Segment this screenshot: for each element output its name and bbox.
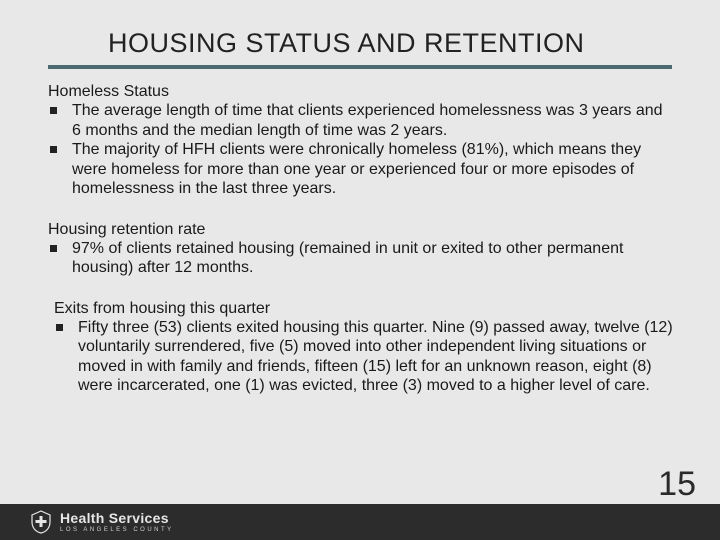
bullet-list: Fifty three (53) clients exited housing … <box>52 318 674 396</box>
page-number: 15 <box>658 465 696 504</box>
health-services-seal-icon <box>30 510 52 534</box>
footer-logo: Health Services LOS ANGELES COUNTY <box>30 510 174 534</box>
bullet-list: The average length of time that clients … <box>46 101 674 199</box>
section-heading: Homeless Status <box>46 83 674 101</box>
bullet-item: 97% of clients retained housing (remaine… <box>48 239 674 278</box>
footer-logo-text: Health Services LOS ANGELES COUNTY <box>60 511 174 533</box>
section-homeless-status: Homeless Status The average length of ti… <box>46 83 674 199</box>
section-heading: Housing retention rate <box>46 221 674 239</box>
slide-title: HOUSING STATUS AND RETENTION <box>46 28 674 65</box>
section-exits: Exits from housing this quarter Fifty th… <box>46 300 674 396</box>
section-retention-rate: Housing retention rate 97% of clients re… <box>46 221 674 278</box>
bullet-list: 97% of clients retained housing (remaine… <box>46 239 674 278</box>
logo-sub-text: LOS ANGELES COUNTY <box>60 527 174 533</box>
logo-main-text: Health Services <box>60 511 174 525</box>
bullet-item: The average length of time that clients … <box>48 101 674 140</box>
footer-bar: Health Services LOS ANGELES COUNTY <box>0 504 720 540</box>
section-heading: Exits from housing this quarter <box>52 300 674 318</box>
slide: HOUSING STATUS AND RETENTION Homeless St… <box>0 0 720 540</box>
bullet-item: Fifty three (53) clients exited housing … <box>54 318 674 396</box>
title-rule <box>48 65 672 69</box>
bullet-item: The majority of HFH clients were chronic… <box>48 140 674 199</box>
